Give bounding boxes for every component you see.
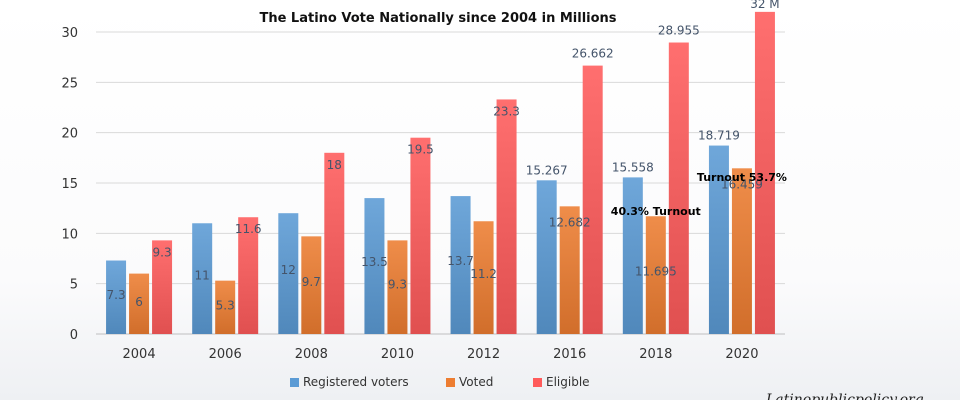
data-label: 12.682 (549, 215, 591, 229)
data-label: 11.6 (235, 222, 262, 236)
y-tick-label: 10 (61, 227, 78, 242)
bar-eligible (754, 11, 775, 334)
data-label: 16.459 (721, 177, 763, 191)
bar-registered-voters (708, 145, 729, 334)
turnout-annotation: 40.3% Turnout (611, 205, 701, 218)
bar-registered-voters (450, 196, 471, 334)
bar-eligible (324, 152, 345, 334)
y-tick-label: 5 (70, 278, 78, 293)
x-axis-ticks: 2004 2006 2008 2010 2012 2016 2018 2020 (123, 347, 759, 362)
data-label: 9.7 (302, 275, 321, 289)
data-label: 15.267 (526, 163, 568, 177)
data-label: 13.5 (361, 255, 388, 269)
data-label: 23.3 (493, 104, 520, 118)
bar-registered-voters (278, 213, 299, 334)
bar-registered-voters (622, 177, 643, 334)
legend-label: Voted (459, 375, 493, 389)
bar-eligible (582, 65, 603, 334)
data-label: 9.3 (388, 277, 407, 291)
bar-voted (645, 216, 666, 334)
bar-voted (731, 168, 752, 334)
data-label: 28.955 (658, 24, 700, 38)
bar-registered-voters (364, 198, 385, 334)
bar-voted (215, 280, 236, 334)
bar-voted (301, 236, 322, 334)
x-tick-label: 2018 (639, 347, 672, 362)
data-label: 6 (135, 295, 143, 309)
data-label: 15.558 (612, 160, 654, 174)
data-label: 26.662 (572, 47, 614, 61)
y-tick-label: 0 (70, 328, 78, 343)
x-tick-label: 2004 (123, 347, 156, 362)
bar-eligible (238, 217, 259, 334)
data-label: 12 (281, 263, 296, 277)
legend-label: Eligible (546, 375, 590, 389)
data-label: 5.3 (216, 299, 235, 313)
bar-voted (559, 206, 580, 334)
data-label: 11 (195, 268, 210, 282)
bar-eligible (410, 137, 431, 334)
data-label: 19.5 (407, 143, 434, 157)
annotations: 40.3% Turnout Turnout 53.7% (611, 171, 787, 218)
x-tick-label: 2020 (725, 347, 758, 362)
data-label: 11.2 (470, 267, 497, 281)
data-label: 18 (327, 158, 342, 172)
legend-swatch (533, 378, 542, 387)
data-label: 18.719 (698, 129, 740, 143)
bar-voted (129, 273, 150, 334)
y-tick-label: 25 (61, 76, 78, 91)
turnout-annotation: Turnout 53.7% (697, 171, 787, 184)
legend: Registered voters Voted Eligible (290, 375, 590, 389)
y-tick-label: 15 (61, 177, 78, 192)
data-label: 13.7 (447, 254, 474, 268)
y-tick-label: 30 (61, 26, 78, 41)
x-tick-label: 2008 (295, 347, 328, 362)
chart-title: The Latino Vote Nationally since 2004 in… (259, 11, 616, 26)
x-tick-label: 2016 (553, 347, 586, 362)
y-tick-label: 20 (61, 127, 78, 142)
y-axis-ticks: 0 5 10 15 20 25 30 (61, 26, 78, 343)
bar-voted (473, 221, 494, 334)
bar-registered-voters (192, 223, 213, 334)
bar-eligible (496, 99, 517, 335)
bar-registered-voters (536, 180, 557, 334)
x-tick-label: 2012 (467, 347, 500, 362)
x-tick-label: 2010 (381, 347, 414, 362)
bar-eligible (668, 42, 689, 335)
bars (106, 11, 775, 335)
bar-eligible (152, 240, 173, 334)
x-tick-label: 2006 (209, 347, 242, 362)
source-credit: Latinopublicpolicy.org (765, 392, 924, 400)
legend-swatch (446, 378, 455, 387)
bar-voted (387, 240, 408, 334)
bar-registered-voters (106, 260, 127, 334)
data-label: 32 M (750, 0, 779, 11)
data-label: 9.3 (153, 245, 172, 259)
legend-swatch (290, 378, 299, 387)
data-label: 7.3 (107, 288, 126, 302)
data-label: 11.695 (635, 265, 677, 279)
data-labels: 7.3 69.3115.311.6129.71813.59.319.513.711… (107, 0, 780, 313)
legend-label: Registered voters (303, 375, 409, 389)
